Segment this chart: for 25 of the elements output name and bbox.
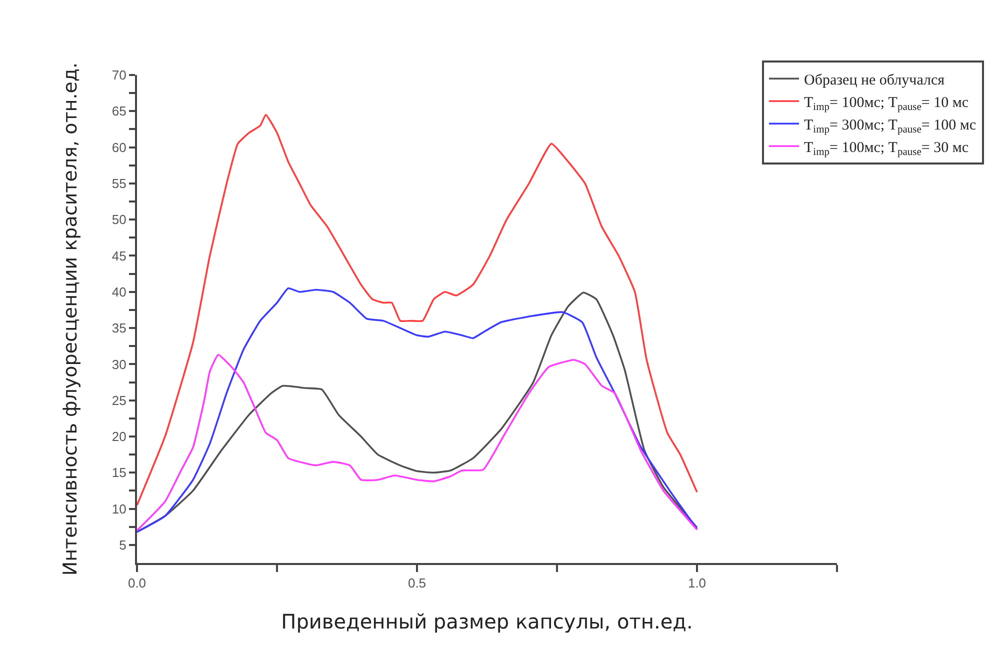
y-tick-label: 30 — [112, 356, 126, 372]
y-tick-label: 35 — [112, 320, 126, 336]
y-tick-label: 15 — [112, 465, 126, 480]
y-tick-label: 10 — [112, 501, 126, 516]
y-tick-label: 55 — [112, 176, 126, 191]
y-tick-label: 60 — [112, 140, 126, 155]
x-tick-label: 0.0 — [128, 576, 146, 591]
legend-label: T$_{imp}$= 100мс; T$_{pause}$= 10 мс — [804, 94, 969, 114]
y-tick-label: 45 — [112, 248, 126, 264]
y-tick-label: 40 — [112, 284, 126, 300]
legend-label: T$_{imp}$= 300мс; T$_{pause}$= 100 мс — [804, 117, 976, 136]
legend-label: Образец не облучался — [804, 72, 945, 88]
legend-label: T$_{imp}$= 100мс; T$_{pause}$= 30 мс — [804, 140, 969, 158]
x-axis-title: Приведенный размер капсулы, отн.ед. — [281, 610, 693, 634]
y-tick-label: 65 — [112, 104, 126, 119]
x-tick-label: 1.0 — [688, 576, 706, 591]
y-axis-title: Интенсивность флуоресценции красителя, отн.ед. — [59, 62, 82, 576]
x-tick-label: 0.5 — [408, 576, 426, 591]
y-tick-label: 70 — [112, 68, 126, 83]
y-tick-label: 25 — [112, 392, 126, 408]
line-series — [137, 114, 698, 506]
y-tick-label: 50 — [112, 212, 126, 228]
line-series — [137, 354, 698, 532]
y-tick-label: 5 — [119, 537, 126, 552]
y-tick-label: 20 — [112, 429, 126, 444]
